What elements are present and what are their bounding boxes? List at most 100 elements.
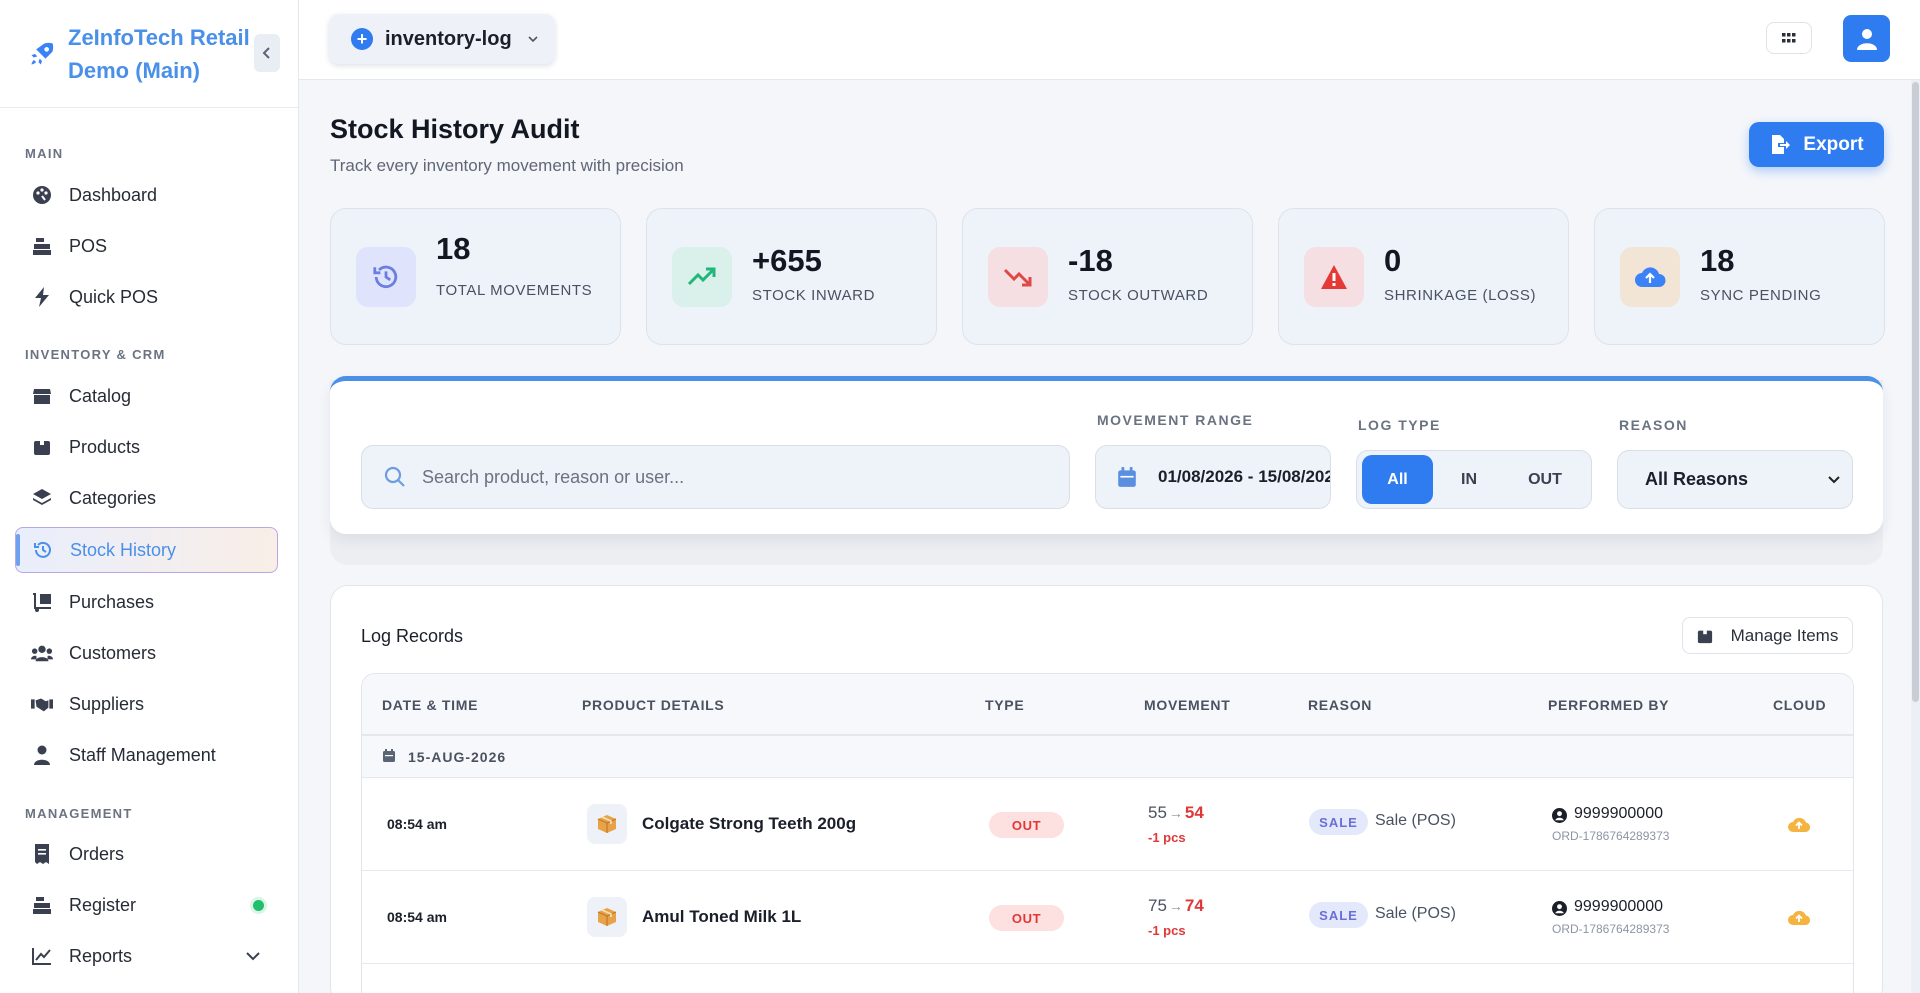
- row-time: 08:54 am: [387, 909, 447, 925]
- sidebar-item-reports[interactable]: Reports: [15, 933, 278, 979]
- stat-label: STOCK OUTWARD: [1068, 287, 1209, 304]
- reason-text: Sale (POS): [1375, 812, 1456, 829]
- movement-delta: -1 pcs: [1148, 830, 1186, 845]
- log-type-in-button[interactable]: IN: [1461, 470, 1477, 488]
- sidebar-item-suppliers[interactable]: Suppliers: [15, 681, 278, 727]
- sidebar-item-label: Customers: [69, 642, 157, 663]
- cloud-upload-icon[interactable]: [1787, 814, 1811, 834]
- sidebar-item-label: Catalog: [69, 385, 132, 406]
- brand: ZeInfoTech Retail Demo (Main): [0, 0, 298, 108]
- cloud-upload-icon: [1620, 247, 1680, 307]
- reason-badge: SALE: [1309, 902, 1368, 928]
- export-label: Export: [1803, 133, 1864, 155]
- group-date: 15-AUG-2026: [408, 749, 507, 765]
- users-icon: [31, 642, 53, 664]
- page-scrollbar[interactable]: [1911, 80, 1920, 993]
- export-button[interactable]: Export: [1749, 122, 1884, 167]
- nav-section-main: MAIN: [25, 146, 64, 161]
- column-header: TYPE: [985, 697, 1025, 713]
- date-range-value: 01/08/2026 - 15/08/2026: [1158, 467, 1331, 486]
- chevron-down-icon[interactable]: [244, 947, 262, 965]
- chart-line-icon: [31, 945, 53, 967]
- type-badge: OUT: [989, 905, 1064, 931]
- brand-title: ZeInfoTech Retail Demo (Main): [68, 24, 250, 83]
- stat-label: STOCK INWARD: [752, 287, 876, 304]
- sidebar-item-stock-history[interactable]: Stock History: [15, 527, 278, 573]
- manage-items-button[interactable]: Manage Items: [1682, 617, 1853, 654]
- trend-up-icon: [672, 247, 732, 307]
- stat-value: 18: [1700, 243, 1735, 278]
- chevron-down-icon: [1828, 476, 1840, 484]
- nav-section-management: MANAGEMENT: [25, 806, 133, 821]
- store-icon: [31, 385, 53, 407]
- apps-grid-button[interactable]: [1766, 22, 1812, 54]
- dolly-icon: [31, 591, 53, 613]
- order-id: ORD-1786764289373: [1552, 829, 1670, 843]
- sidebar-item-dashboard[interactable]: Dashboard: [15, 172, 278, 218]
- search-input[interactable]: [422, 466, 1042, 488]
- package-icon: [587, 897, 627, 937]
- movement-from: 55: [1148, 803, 1167, 822]
- file-export-icon: [1772, 134, 1791, 154]
- sidebar-item-orders[interactable]: Orders: [15, 831, 278, 877]
- arrow-right-icon: →: [1168, 805, 1183, 821]
- column-header: REASON: [1308, 697, 1373, 713]
- log-type-toggle: All IN OUT: [1356, 450, 1592, 509]
- sidebar-item-label: Purchases: [69, 591, 155, 612]
- table-row[interactable]: 08:54 am Amul Toned Milk 1L OUT 75 → 74 -1…: [362, 871, 1853, 964]
- row-time: 08:54 am: [387, 816, 447, 832]
- filter-panel: MOVEMENT RANGE 01/08/2026 - 15/08/2026 L…: [330, 376, 1883, 534]
- product-name: Amul Toned Milk 1L: [642, 907, 802, 926]
- movement-delta: -1 pcs: [1148, 923, 1186, 938]
- sidebar-item-label: Suppliers: [69, 693, 145, 714]
- palette-icon: [31, 184, 53, 206]
- sidebar-item-categories[interactable]: Categories: [15, 475, 278, 521]
- user-icon: [1856, 28, 1877, 50]
- cloud-upload-icon[interactable]: [1787, 907, 1811, 927]
- log-records-card: Log Records Manage Items DATE & TIME PRO…: [330, 585, 1883, 993]
- stat-value: 0: [1384, 243, 1402, 278]
- cash-register-icon: [31, 894, 53, 916]
- sidebar-item-pos[interactable]: POS: [15, 223, 278, 269]
- calendar-icon: [1118, 467, 1136, 487]
- sidebar-item-label: Stock History: [70, 539, 177, 560]
- trend-down-icon: [988, 247, 1048, 307]
- stat-card-stock-outward: -18 STOCK OUTWARD: [962, 208, 1253, 345]
- log-type-out-button[interactable]: OUT: [1528, 470, 1562, 488]
- order-id: ORD-1786764289373: [1552, 922, 1670, 936]
- column-header: PERFORMED BY: [1548, 697, 1670, 713]
- date-range-input[interactable]: 01/08/2026 - 15/08/2026: [1095, 445, 1331, 509]
- column-header: DATE & TIME: [382, 697, 479, 713]
- table-row[interactable]: 08:54 am Colgate Strong Teeth 200g OUT 5…: [362, 778, 1853, 871]
- stat-card-stock-inward: +655 STOCK INWARD: [646, 208, 937, 345]
- movement-range-label: MOVEMENT RANGE: [1097, 412, 1254, 428]
- page-subtitle: Track every inventory movement with prec…: [330, 156, 684, 175]
- table-header: DATE & TIME PRODUCT DETAILS TYPE MOVEMEN…: [362, 674, 1853, 736]
- grid-icon: [1782, 33, 1796, 43]
- sidebar-item-register[interactable]: Register: [15, 882, 278, 928]
- nav-section-inventory: INVENTORY & CRM: [25, 347, 166, 362]
- history-icon: [356, 247, 416, 307]
- sidebar-item-label: Quick POS: [69, 286, 159, 307]
- sidebar-item-catalog[interactable]: Catalog: [15, 373, 278, 419]
- sidebar-item-quick-pos[interactable]: Quick POS: [15, 274, 278, 320]
- sidebar-item-purchases[interactable]: Purchases: [15, 579, 278, 625]
- sidebar: ZeInfoTech Retail Demo (Main) MAIN Dashb…: [0, 0, 299, 993]
- log-records-title: Log Records: [361, 626, 464, 646]
- stat-label: SYNC PENDING: [1700, 287, 1822, 304]
- log-type-all-button[interactable]: All: [1362, 455, 1433, 504]
- sidebar-item-products[interactable]: Products: [15, 424, 278, 470]
- collapse-sidebar-button[interactable]: [254, 34, 280, 72]
- rocket-icon: [31, 42, 54, 64]
- sidebar-item-customers[interactable]: Customers: [15, 630, 278, 676]
- reason-select[interactable]: All Reasons: [1617, 450, 1853, 509]
- stat-label: TOTAL MOVEMENTS: [436, 282, 593, 299]
- search-field[interactable]: [361, 445, 1070, 509]
- log-type-label: LOG TYPE: [1358, 417, 1441, 433]
- environment-selector[interactable]: + inventory-log: [329, 14, 555, 64]
- sidebar-item-staff-management[interactable]: Staff Management: [15, 732, 278, 778]
- user-menu-button[interactable]: [1843, 15, 1890, 62]
- warning-icon: [1304, 247, 1364, 307]
- cash-register-icon: [31, 235, 53, 257]
- sidebar-item-label: Dashboard: [69, 184, 158, 205]
